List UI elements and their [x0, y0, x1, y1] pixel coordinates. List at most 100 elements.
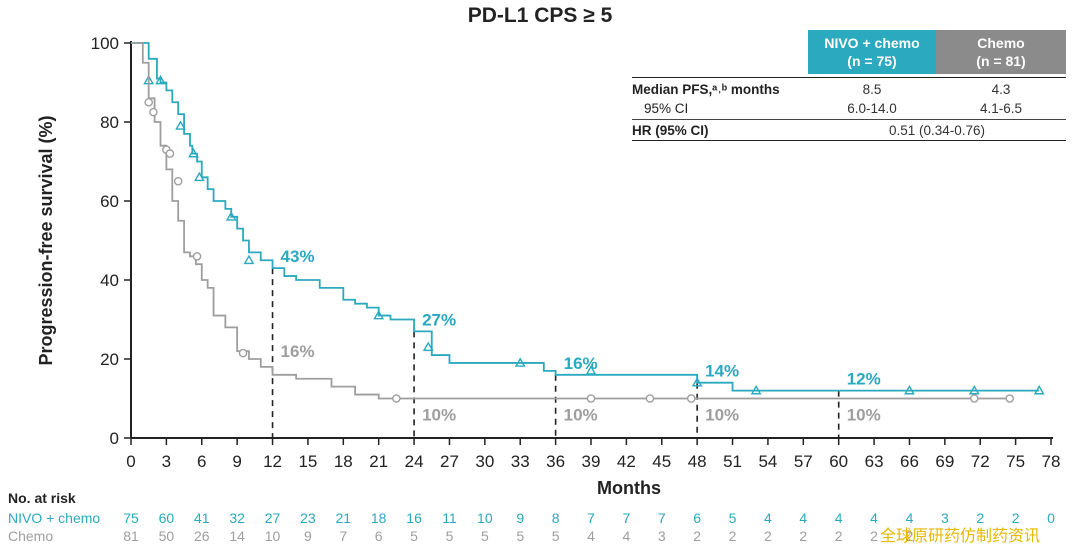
- nivo-censor-mark: [585, 365, 597, 375]
- at-risk-heading: No. at risk: [8, 490, 76, 506]
- y-tick-label: 20: [100, 350, 119, 369]
- at-risk-chemo-count: 4: [622, 528, 630, 544]
- at-risk-chemo-count: 81: [123, 528, 139, 544]
- hr-row: HR (95% CI) 0.51 (0.34-0.76): [632, 120, 1066, 140]
- chemo-censor-mark: [238, 348, 248, 358]
- at-risk-nivo-count: 60: [159, 510, 175, 526]
- at-risk-nivo-count: 4: [835, 510, 843, 526]
- at-risk-nivo-count: 4: [906, 510, 914, 526]
- at-risk-chemo-count: 5: [410, 528, 418, 544]
- x-axis-label: Months: [597, 478, 661, 498]
- nivo-milestone-label: 14%: [705, 362, 739, 381]
- x-tick-label: 72: [971, 452, 990, 471]
- at-risk-nivo-count: 18: [371, 510, 387, 526]
- nivo-censor-mark: [155, 74, 166, 85]
- at-risk-nivo-count: 16: [406, 510, 422, 526]
- at-risk-chemo-count: 2: [835, 528, 843, 544]
- at-risk-nivo-count: 7: [658, 510, 666, 526]
- median-nivo: 8.5: [862, 81, 882, 97]
- at-risk-nivo-count: 2: [1012, 510, 1020, 526]
- nivo-censor-mark: [194, 171, 205, 182]
- nivo-censor-mark: [188, 147, 199, 158]
- x-tick-label: 3: [162, 452, 171, 471]
- x-tick-label: 39: [582, 452, 601, 471]
- at-risk-nivo-count: 2: [976, 510, 984, 526]
- chemo-censor-mark: [165, 149, 175, 158]
- at-risk-nivo-count: 9: [516, 510, 524, 526]
- at-risk-nivo-count: 4: [764, 510, 772, 526]
- chemo-censor-mark: [149, 107, 158, 117]
- chemo-censor-mark: [1005, 394, 1015, 403]
- nivo-header-name: NIVO + chemo: [824, 35, 920, 51]
- summary-table: NIVO + chemo (n = 75) Chemo (n = 81) Med…: [632, 30, 1066, 141]
- y-tick-label: 100: [91, 34, 119, 53]
- x-tick-label: 60: [829, 452, 848, 471]
- at-risk-nivo-count: 11: [442, 510, 457, 526]
- at-risk-chemo-count: 6: [375, 528, 383, 544]
- nivo-milestone-label: 16%: [564, 354, 598, 373]
- at-risk-nivo-label: NIVO + chemo: [8, 510, 101, 526]
- nivo-header: NIVO + chemo (n = 75): [808, 30, 936, 74]
- x-tick-label: 33: [511, 452, 530, 471]
- nivo-censor-mark: [750, 384, 762, 395]
- at-risk-nivo-count: 7: [622, 510, 630, 526]
- nivo-censor-mark: [1033, 384, 1045, 395]
- nivo-milestone-label: 12%: [847, 370, 881, 389]
- nivo-censor-mark: [968, 384, 980, 395]
- at-risk-nivo-count: 6: [693, 510, 701, 526]
- x-tick-label: 45: [652, 452, 671, 471]
- at-risk-chemo-count: 2: [870, 528, 878, 544]
- table-header: NIVO + chemo (n = 75) Chemo (n = 81): [808, 30, 1066, 74]
- chemo-milestone-label: 10%: [564, 406, 598, 425]
- y-tick-label: 40: [100, 271, 119, 290]
- chemo-milestone-label: 10%: [847, 406, 881, 425]
- chemo-censor-mark: [645, 394, 655, 403]
- ci-label: 95% CI: [644, 100, 689, 116]
- at-risk-nivo-count: 4: [870, 510, 878, 526]
- nivo-curve: [131, 42, 1040, 392]
- at-risk-chemo-label: Chemo: [8, 528, 54, 544]
- x-tick-label: 9: [232, 452, 241, 471]
- chemo-censor-mark: [144, 97, 153, 107]
- x-tick-label: 69: [935, 452, 954, 471]
- chemo-header: Chemo (n = 81): [936, 30, 1066, 74]
- at-risk-chemo-count: 2: [693, 528, 701, 544]
- x-tick-label: 54: [758, 452, 777, 471]
- x-tick-label: 63: [865, 452, 884, 471]
- x-tick-label: 15: [298, 452, 317, 471]
- at-risk-nivo-count: 10: [477, 510, 493, 526]
- x-tick-label: 66: [900, 452, 919, 471]
- at-risk-nivo-count: 21: [336, 510, 352, 526]
- at-risk-nivo-count: 7: [587, 510, 595, 526]
- x-tick-label: 27: [440, 452, 459, 471]
- chemo-curve: [131, 42, 1010, 400]
- at-risk-chemo-count: 2: [799, 528, 807, 544]
- y-axis-label: Progression-free survival (%): [36, 115, 56, 365]
- nivo-censor-mark: [373, 309, 385, 320]
- chemo-milestone-label: 10%: [705, 406, 739, 425]
- x-tick-label: 0: [126, 452, 135, 471]
- y-tick-label: 60: [100, 192, 119, 211]
- median-chemo: 4.3: [991, 81, 1011, 97]
- nivo-censor-mark: [514, 357, 526, 367]
- hr-value: 0.51 (0.34-0.76): [888, 122, 986, 138]
- at-risk-chemo-count: 2: [764, 528, 772, 544]
- x-tick-label: 24: [405, 452, 424, 471]
- chemo-censor-mark: [173, 176, 183, 186]
- at-risk-chemo-count: 4: [587, 528, 595, 544]
- at-risk-chemo-count: 5: [552, 528, 560, 544]
- at-risk-chemo-count: 5: [516, 528, 524, 544]
- nivo-header-n: (n = 75): [847, 53, 897, 69]
- watermark-text: 全球原研药仿制药资讯: [880, 526, 1041, 545]
- x-tick-label: 75: [1006, 452, 1025, 471]
- nivo-censor-mark: [243, 254, 255, 265]
- x-tick-label: 36: [546, 452, 565, 471]
- at-risk-chemo-count: 5: [481, 528, 489, 544]
- x-tick-label: 51: [723, 452, 742, 471]
- chemo-header-n: (n = 81): [976, 53, 1026, 69]
- x-tick-label: 6: [197, 452, 206, 471]
- at-risk-chemo-count: 3: [658, 528, 666, 544]
- chart-title: PD-L1 CPS ≥ 5: [467, 4, 613, 27]
- chemo-milestone-label: 16%: [281, 342, 315, 361]
